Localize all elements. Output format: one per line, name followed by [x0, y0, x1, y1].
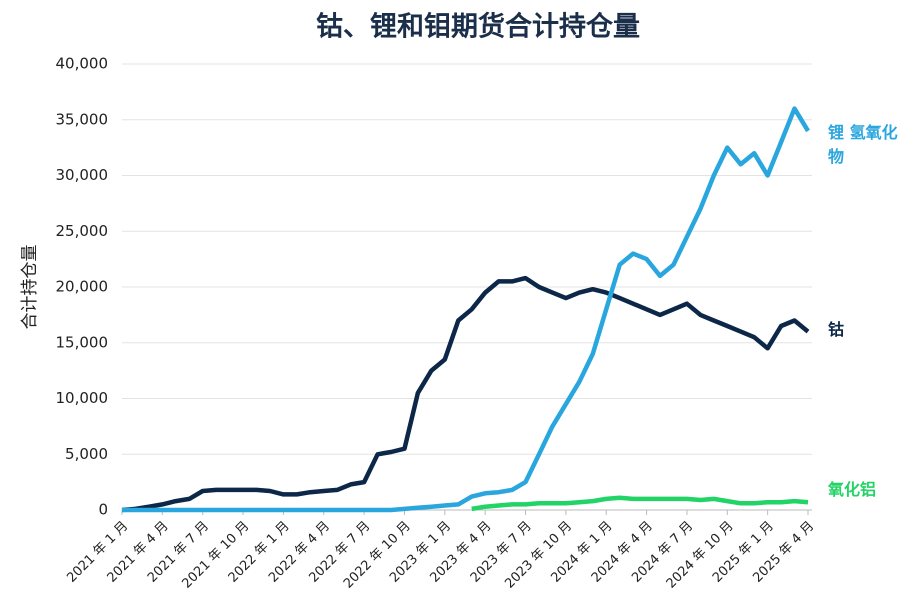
y-tick-label: 30,000 — [56, 166, 109, 184]
series-label: 锂 氢氧化物 — [828, 122, 898, 166]
series-label: 钴 — [828, 319, 845, 339]
y-tick-label: 15,000 — [56, 333, 109, 351]
y-tick-label: 20,000 — [56, 278, 109, 296]
y-tick-label: 40,000 — [56, 55, 109, 73]
y-axis-label: 合计持仓量 — [20, 245, 40, 330]
chart-title: 钴、锂和钼期货合计持仓量 — [316, 11, 640, 43]
y-tick-label: 25,000 — [56, 222, 109, 240]
series-label: 氧化铝 — [828, 480, 877, 500]
y-tick-label: 10,000 — [56, 389, 109, 407]
y-tick-label: 0 — [98, 501, 108, 519]
y-tick-label: 35,000 — [56, 110, 109, 128]
y-tick-label: 5,000 — [65, 445, 108, 463]
series-line — [121, 275, 810, 513]
series-line — [471, 495, 809, 512]
series-line — [122, 106, 810, 513]
